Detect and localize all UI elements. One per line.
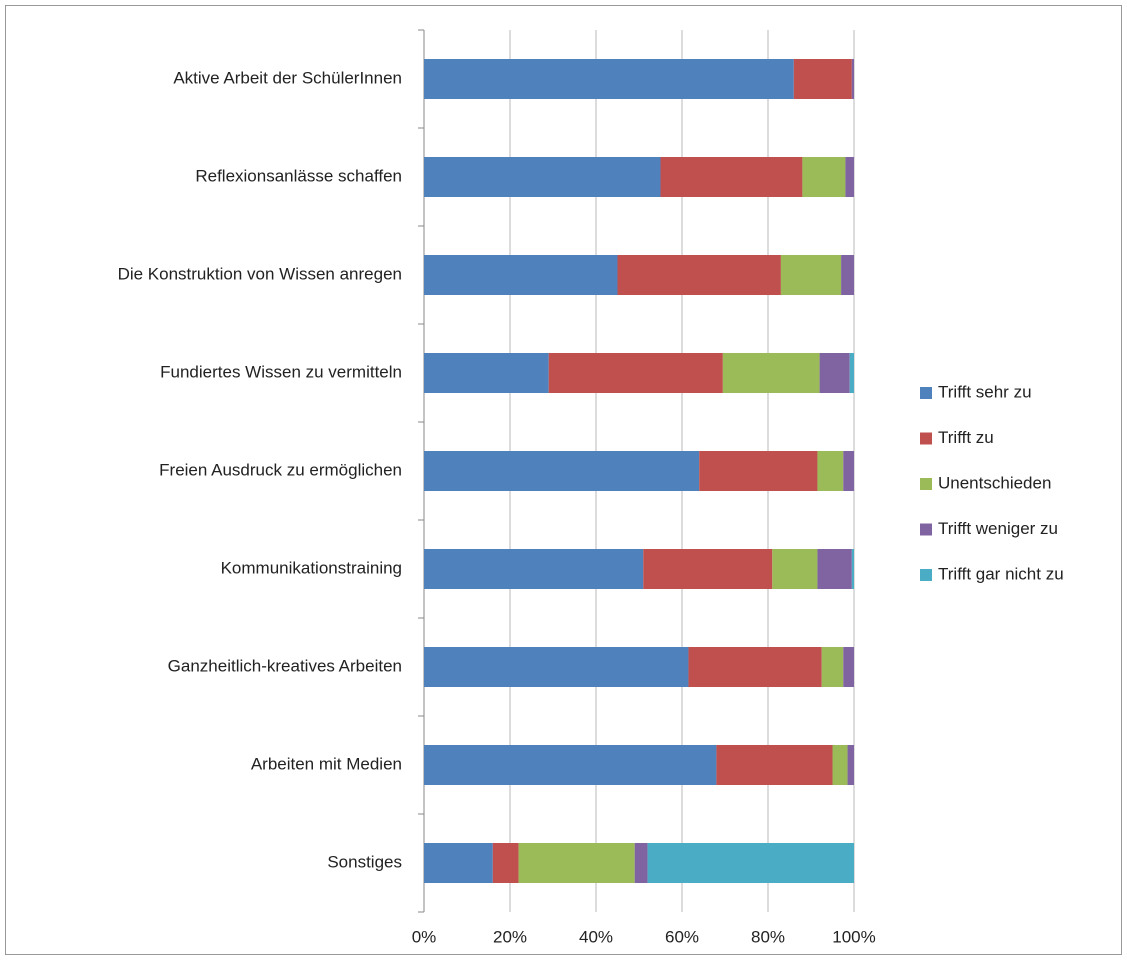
legend-label: Trifft sehr zu [938,382,1032,401]
x-tick-label: 100% [832,927,875,946]
bar-segment [832,745,848,785]
bar-segment [424,549,644,589]
bar-segment [851,59,854,99]
legend-label: Trifft gar nicht zu [938,564,1064,583]
x-tick-label: 40% [579,927,613,946]
bar-segment [699,451,818,491]
bar-segment [548,353,723,393]
bar-segment [793,59,852,99]
bar-segment [647,843,854,883]
bar-segment [424,157,661,197]
bar-segment [492,843,519,883]
x-tick-label: 80% [751,927,785,946]
legend-swatch [920,569,932,581]
bar-segment [843,451,854,491]
y-tick-label: Ganzheitlich-kreatives Arbeiten [168,656,402,675]
bar-segment [802,157,846,197]
bar-segment [688,647,822,687]
bar-segment [817,549,852,589]
bar-segment [821,647,844,687]
bar-segment [424,353,549,393]
bar-segment [424,255,618,295]
y-tick-label: Aktive Arbeit der SchülerInnen [173,68,402,87]
bar-segment [722,353,820,393]
bar-segment [841,255,854,295]
bar-segment [518,843,635,883]
bar-segment [424,843,493,883]
bar-segment [424,647,689,687]
legend-swatch [920,523,932,536]
legend-label: Unentschieden [938,473,1051,492]
bar-segment [716,745,833,785]
bar-segment [424,451,700,491]
bar-segment [780,255,842,295]
y-tick-label: Freien Ausdruck zu ermöglichen [159,460,402,479]
bar-segment [660,157,803,197]
bar-segment [634,843,648,883]
bar-segment [643,549,773,589]
bar-segment [849,353,854,393]
legend-swatch [920,478,932,490]
bar-segment [424,745,717,785]
y-tick-label: Arbeiten mit Medien [251,754,402,773]
bar-segment [847,745,854,785]
bar-segment [851,549,854,589]
y-tick-label: Die Konstruktion von Wissen anregen [118,264,402,283]
bar-segment [424,59,794,99]
bar-segment [817,451,844,491]
x-tick-label: 20% [493,927,527,946]
x-tick-label: 60% [665,927,699,946]
legend-label: Trifft zu [938,428,994,447]
bar-segment [819,353,850,393]
y-tick-label: Kommunikationstraining [221,558,402,577]
legend-label: Trifft weniger zu [938,519,1058,538]
bar-segment [845,157,854,197]
y-tick-label: Fundiertes Wissen zu vermitteln [160,362,402,381]
legend-swatch [920,432,932,445]
bar-segment [772,549,818,589]
y-tick-label: Sonstiges [327,852,402,871]
bar-segment [617,255,781,295]
x-tick-label: 0% [412,927,437,946]
y-tick-label: Reflexionsanlässe schaffen [195,166,402,185]
legend-swatch [920,387,932,399]
bar-segment [843,647,854,687]
